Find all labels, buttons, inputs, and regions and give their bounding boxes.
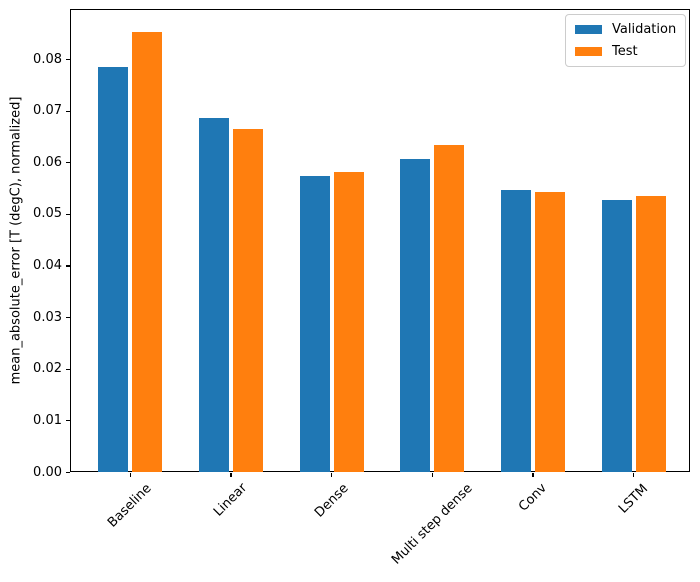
x-tick-mark	[230, 473, 232, 477]
y-tick-mark	[66, 317, 70, 319]
x-tick-label-dense: Dense	[311, 480, 352, 521]
bar-validation-dense	[299, 176, 330, 473]
y-tick-label: 0.07	[33, 103, 62, 119]
bar-test-multi-step-dense	[434, 144, 465, 473]
y-tick-mark	[66, 213, 70, 215]
x-tick-label-baseline: Baseline	[105, 480, 155, 531]
validation-series-swatch	[575, 25, 602, 34]
x-tick-label-linear: Linear	[211, 480, 251, 520]
y-tick-label: 0.05	[33, 206, 62, 222]
y-tick-label: 0.06	[33, 154, 62, 170]
test-series-swatch	[575, 47, 602, 56]
y-tick-mark	[66, 368, 70, 370]
y-tick-label: 0.03	[33, 309, 62, 325]
x-tick-mark	[633, 473, 635, 477]
legend-label-validation: Validation	[612, 22, 677, 37]
y-tick-mark	[66, 58, 70, 61]
y-tick-label: 0.01	[33, 412, 62, 428]
x-tick-mark	[532, 473, 534, 477]
bar-validation-multi-step-dense	[400, 159, 431, 473]
x-tick-mark	[129, 473, 131, 477]
x-tick-label-lstm: LSTM	[615, 481, 651, 517]
y-tick-label: 0.02	[33, 361, 62, 377]
y-tick-mark	[66, 110, 70, 112]
legend: Validation Test	[565, 14, 687, 67]
bar-validation-baseline	[98, 67, 129, 473]
y-tick-label: 0.08	[33, 51, 62, 67]
y-tick-label: 0.04	[33, 258, 62, 274]
bar-test-dense	[333, 171, 364, 473]
y-tick-mark	[66, 471, 70, 474]
bar-test-conv	[535, 192, 566, 473]
x-tick-mark	[331, 473, 333, 477]
plot-area	[70, 9, 690, 472]
bar-validation-conv	[501, 190, 532, 473]
bar-test-linear	[232, 129, 263, 473]
legend-entry-validation: Validation	[575, 22, 676, 37]
y-tick-mark	[66, 265, 70, 267]
legend-label-test: Test	[612, 44, 638, 59]
bar-test-baseline	[132, 32, 163, 473]
bar-validation-lstm	[601, 200, 632, 473]
legend-entry-test: Test	[575, 44, 676, 59]
y-axis-label: mean_absolute_error [T (degC), normalize…	[8, 96, 24, 385]
bar-test-lstm	[635, 195, 666, 473]
x-tick-mark	[431, 473, 433, 477]
x-tick-label-conv: Conv	[515, 481, 550, 515]
bar-validation-linear	[198, 117, 229, 473]
y-tick-mark	[66, 162, 70, 164]
y-tick-mark	[66, 420, 70, 422]
y-tick-label: 0.00	[33, 464, 62, 480]
x-tick-label-multi-step-dense: Multi step dense	[388, 480, 476, 568]
